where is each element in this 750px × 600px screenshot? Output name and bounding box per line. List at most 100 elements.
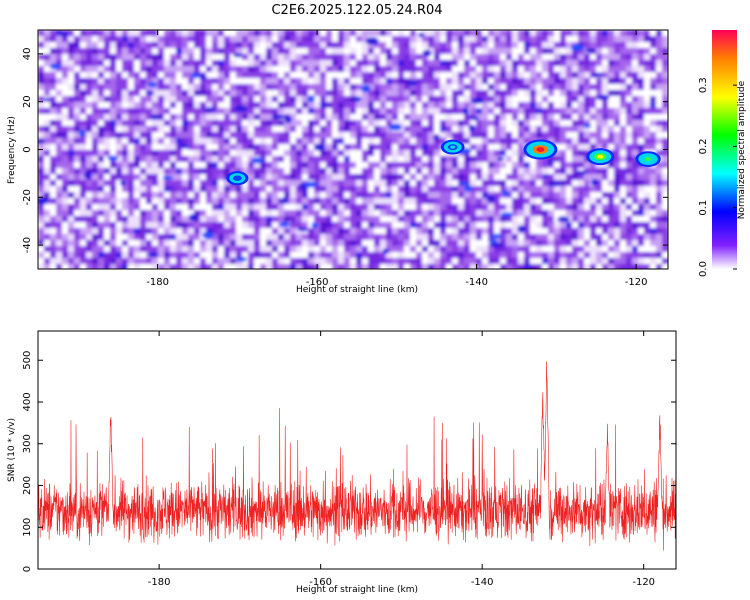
heatmap-cell: [374, 240, 381, 247]
heatmap-cell: [374, 132, 381, 139]
heatmap-cell: [218, 54, 225, 61]
heatmap-cell: [440, 156, 447, 163]
heatmap-cell: [512, 204, 519, 211]
heatmap-cell: [38, 90, 45, 97]
heatmap-cell: [86, 144, 93, 151]
heatmap-cell: [110, 144, 117, 151]
heatmap-cell: [530, 210, 537, 217]
heatmap-cell: [98, 144, 105, 151]
heatmap-cell: [332, 156, 339, 163]
heatmap-cell: [242, 198, 249, 205]
heatmap-cell: [158, 96, 165, 103]
heatmap-cell: [620, 228, 627, 235]
heatmap-cell: [284, 30, 291, 37]
heatmap-cell: [662, 204, 668, 211]
heatmap-cell: [356, 156, 363, 163]
heatmap-cell: [326, 240, 333, 247]
heatmap-cell: [464, 72, 471, 79]
heatmap-cell: [92, 168, 99, 175]
heatmap-cell: [332, 138, 339, 145]
heatmap-cell: [164, 114, 171, 121]
heatmap-cell: [434, 84, 441, 91]
heatmap-cell: [272, 204, 279, 211]
heatmap-cell: [128, 30, 135, 37]
heatmap-cell: [572, 222, 579, 229]
heatmap-cell: [410, 114, 417, 121]
heatmap-cell: [212, 108, 219, 115]
heatmap-cell: [362, 66, 369, 73]
heatmap-cell: [326, 78, 333, 85]
snr-y-tick-label: 500: [22, 351, 33, 370]
heatmap-cell: [44, 180, 51, 187]
heatmap-cell: [146, 48, 153, 55]
heatmap-cell: [260, 138, 267, 145]
heatmap-cell: [452, 156, 459, 163]
heatmap-cell: [518, 192, 525, 199]
heatmap-cell: [500, 234, 507, 241]
heatmap-cell: [128, 264, 135, 269]
heatmap-cell: [338, 60, 345, 67]
heatmap-cell: [548, 204, 555, 211]
heatmap-cell: [584, 66, 591, 73]
heatmap-cell: [332, 144, 339, 151]
heatmap-cell: [578, 36, 585, 43]
heatmap-cell: [218, 258, 225, 265]
heatmap-cell: [188, 204, 195, 211]
heatmap-cell: [98, 234, 105, 241]
heatmap-blob: [486, 195, 496, 202]
heatmap-cell: [530, 204, 537, 211]
heatmap-cell: [218, 162, 225, 169]
heatmap-cell: [626, 240, 633, 247]
heatmap-cell: [362, 186, 369, 193]
heatmap-cell: [416, 78, 423, 85]
heatmap-cell: [80, 198, 87, 205]
heatmap-cell: [560, 234, 567, 241]
heatmap-cell: [392, 180, 399, 187]
heatmap-cell: [494, 210, 501, 217]
heatmap-cell: [230, 162, 237, 169]
heatmap-cell: [62, 126, 69, 133]
heatmap-cell: [482, 216, 489, 223]
heatmap-cell: [284, 240, 291, 247]
heatmap-cell: [614, 30, 621, 37]
heatmap-cell: [302, 168, 309, 175]
heatmap-cell: [188, 96, 195, 103]
heatmap-cell: [152, 222, 159, 229]
heatmap-cell: [362, 222, 369, 229]
heatmap-cell: [272, 252, 279, 259]
heatmap-cell: [368, 84, 375, 91]
heatmap-blob: [500, 212, 513, 218]
heatmap-cell: [260, 258, 267, 265]
heatmap-cell: [218, 126, 225, 133]
heatmap-cell: [446, 192, 453, 199]
heatmap-blob: [488, 239, 498, 244]
heatmap-cell: [170, 234, 177, 241]
heatmap-cell: [86, 66, 93, 73]
heatmap-cell: [152, 174, 159, 181]
heatmap-cell: [86, 72, 93, 79]
heatmap-cell: [374, 144, 381, 151]
heatmap-cell: [200, 30, 207, 37]
heatmap-cell: [386, 246, 393, 253]
heatmap-cell: [662, 42, 668, 49]
heatmap-cell: [260, 216, 267, 223]
heatmap-cell: [620, 84, 627, 91]
heatmap-cell: [506, 144, 513, 151]
heatmap-cell: [584, 192, 591, 199]
heatmap-cell: [524, 30, 531, 37]
heatmap-cell: [248, 228, 255, 235]
heatmap-cell: [344, 168, 351, 175]
heatmap-cell: [656, 168, 663, 175]
heatmap-cell: [362, 48, 369, 55]
heatmap-cell: [578, 228, 585, 235]
heatmap-cell: [602, 144, 609, 151]
heatmap-cell: [188, 252, 195, 259]
heatmap-cell: [296, 252, 303, 259]
heatmap-cell: [260, 60, 267, 67]
heatmap-cell: [656, 78, 663, 85]
heatmap-cell: [404, 162, 411, 169]
heatmap-cell: [500, 90, 507, 97]
heatmap-cell: [194, 174, 201, 181]
heatmap-cell: [230, 222, 237, 229]
heatmap-cell: [656, 240, 663, 247]
